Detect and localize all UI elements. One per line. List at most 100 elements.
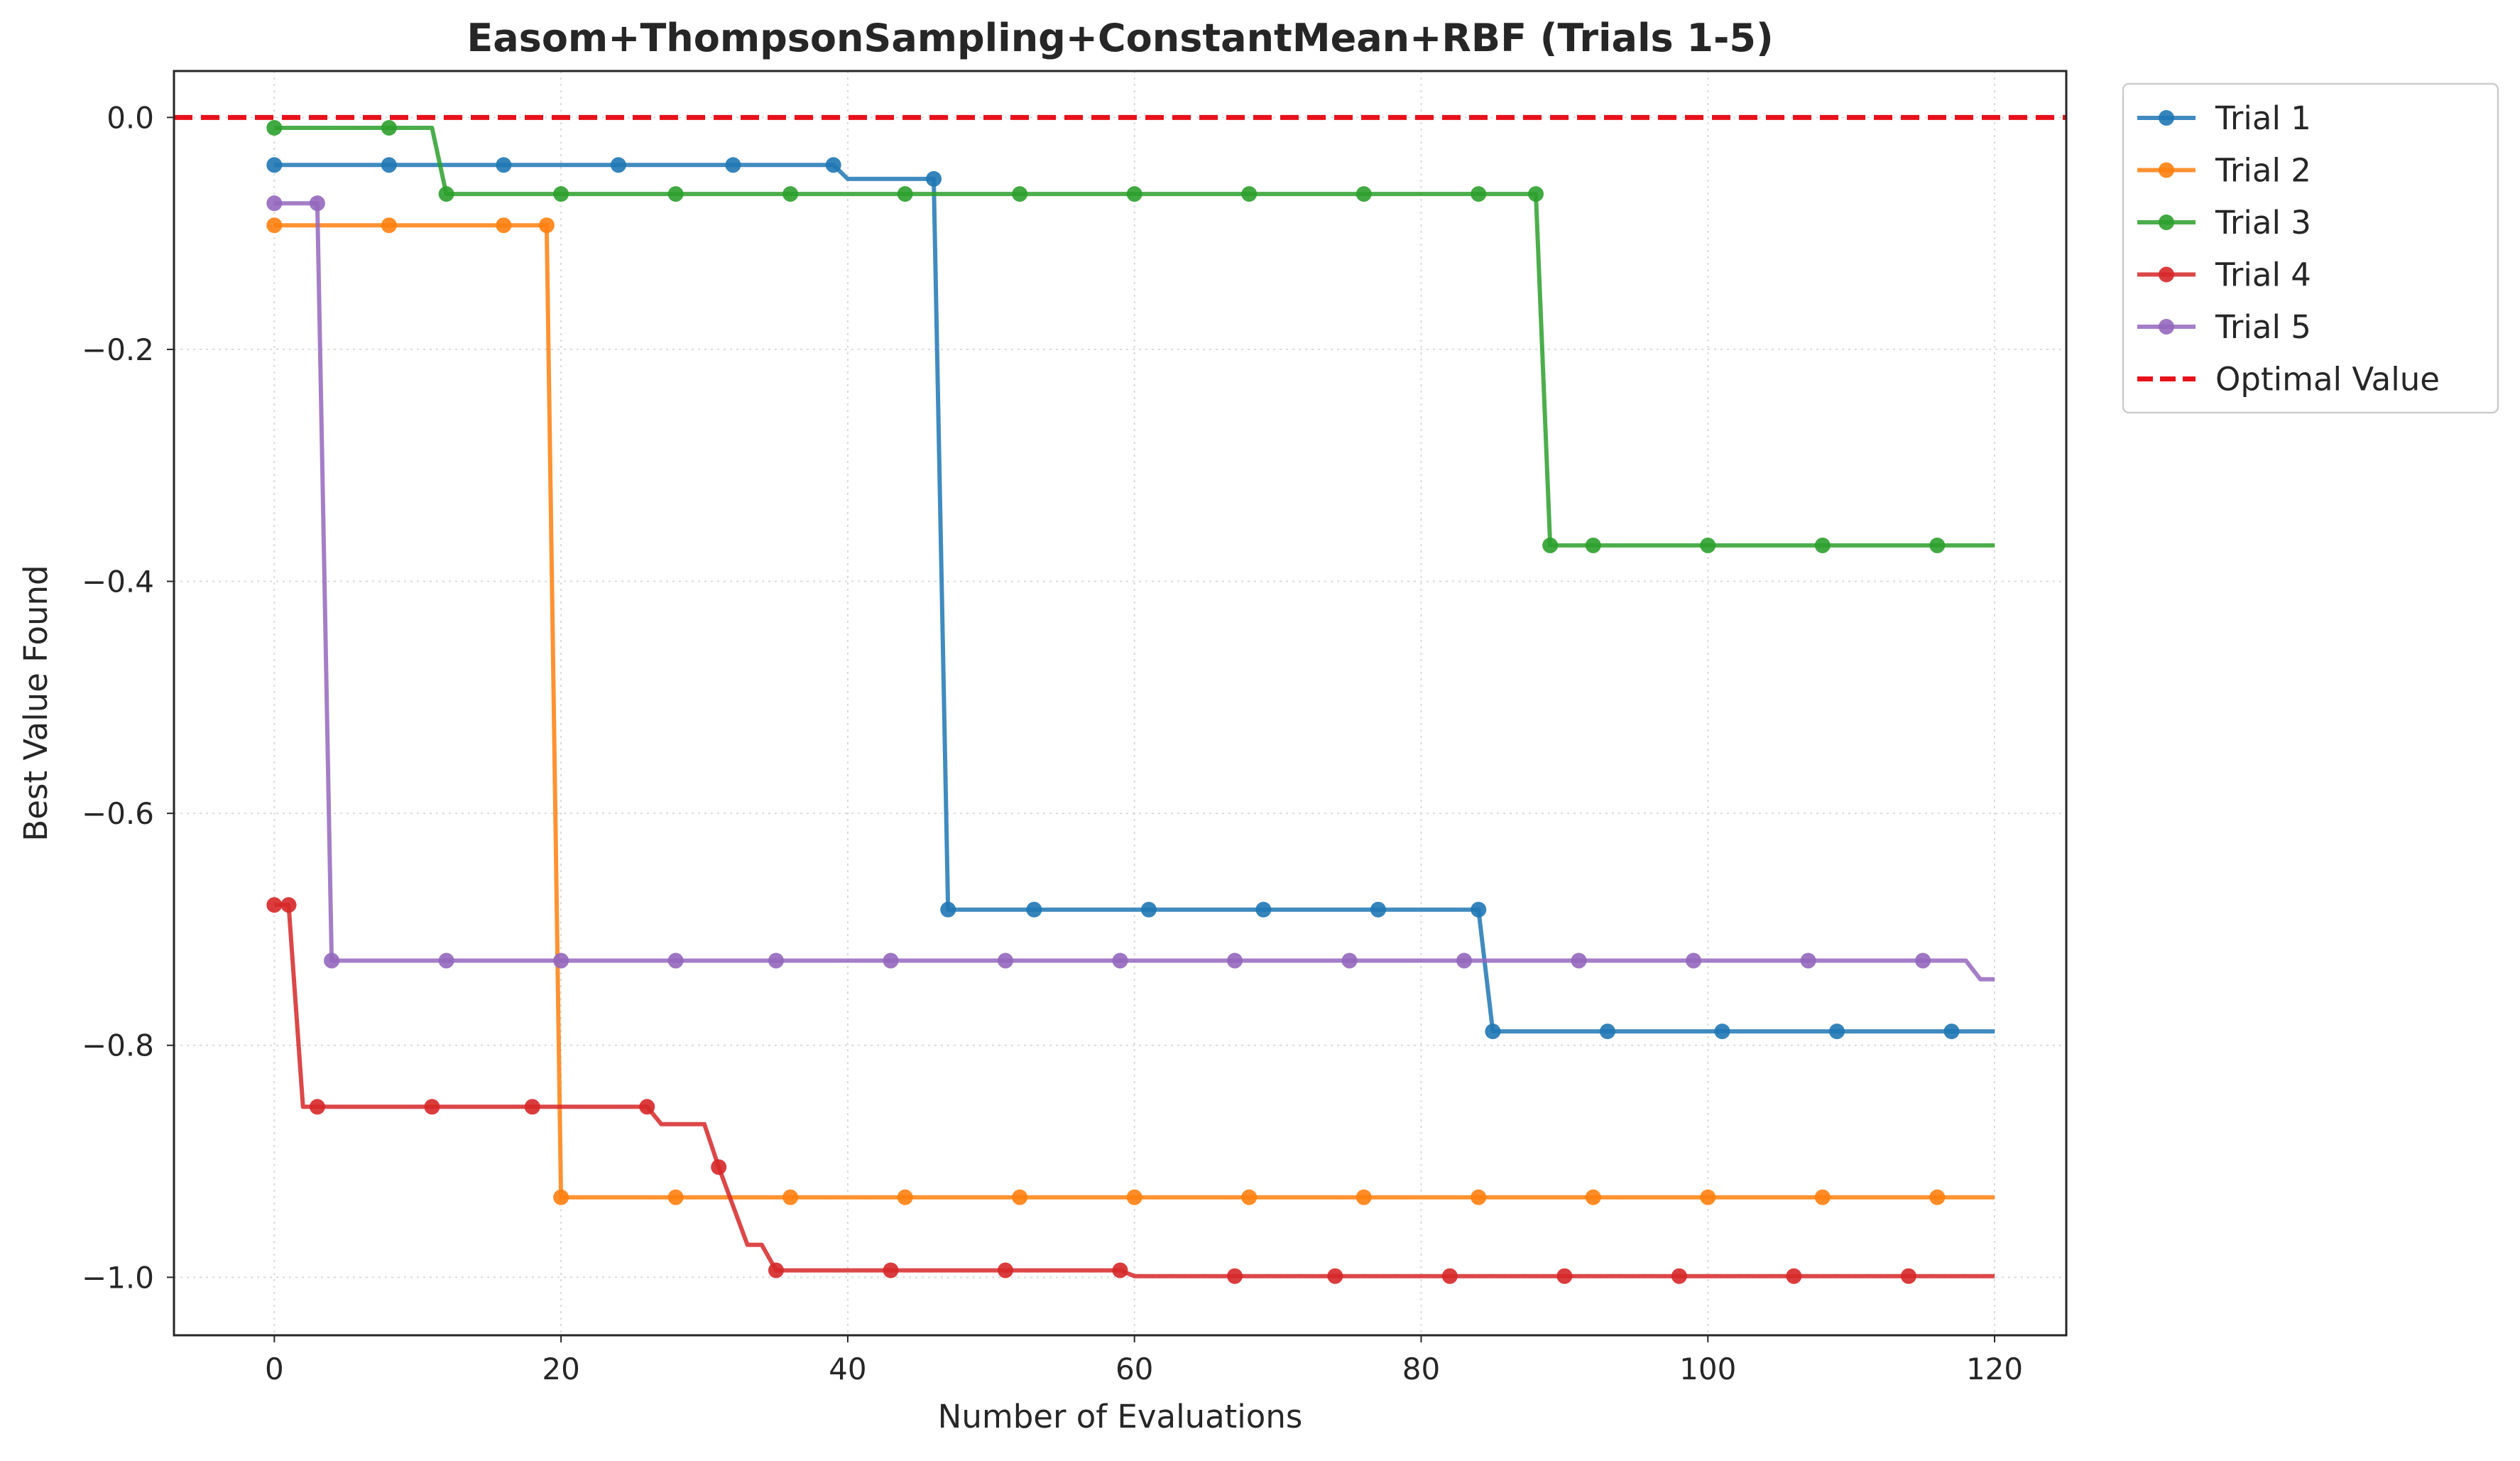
data-point xyxy=(1800,952,1816,969)
series-4 xyxy=(266,897,1995,1284)
data-point xyxy=(1241,1189,1258,1205)
legend-marker xyxy=(2159,319,2174,335)
series-1 xyxy=(266,157,1995,1040)
legend-label: Trial 2 xyxy=(2215,152,2311,190)
data-point xyxy=(1527,186,1544,202)
data-point xyxy=(1686,952,1702,969)
data-point xyxy=(1828,1023,1845,1040)
data-point xyxy=(524,1099,540,1115)
y-tick-label: −0.4 xyxy=(82,565,154,599)
data-point xyxy=(1814,537,1831,553)
legend-marker xyxy=(2159,110,2174,126)
data-point xyxy=(825,157,841,173)
data-point xyxy=(309,1099,325,1115)
grid xyxy=(174,71,2066,1335)
series-2 xyxy=(266,217,1995,1205)
legend-label: Optimal Value xyxy=(2215,361,2440,398)
data-point xyxy=(424,1099,440,1115)
data-point xyxy=(725,157,741,173)
data-point xyxy=(266,217,283,234)
data-point xyxy=(538,217,555,234)
y-tick-label: 0.0 xyxy=(107,100,154,135)
data-point xyxy=(1471,1189,1487,1205)
legend-label: Trial 5 xyxy=(2215,308,2311,346)
data-point xyxy=(711,1159,727,1175)
data-point xyxy=(1599,1023,1615,1040)
data-point xyxy=(1585,537,1601,553)
data-point xyxy=(381,157,397,173)
x-tick-label: 40 xyxy=(829,1352,866,1386)
data-point xyxy=(1471,186,1487,202)
y-tick-label: −0.8 xyxy=(82,1028,154,1063)
data-point xyxy=(782,1189,799,1205)
data-point xyxy=(1026,901,1042,918)
data-point xyxy=(1915,952,1931,969)
legend-marker xyxy=(2159,266,2174,283)
data-point xyxy=(496,217,512,234)
data-point xyxy=(1585,1189,1601,1205)
data-point xyxy=(1227,1268,1243,1284)
x-tick-label: 0 xyxy=(265,1352,284,1386)
data-point xyxy=(639,1099,655,1115)
data-point xyxy=(1341,952,1358,969)
data-point xyxy=(1441,1268,1458,1284)
legend-item: Trial 4 xyxy=(2137,256,2311,294)
data-point xyxy=(768,952,784,969)
data-point xyxy=(1700,537,1716,553)
data-point xyxy=(1571,952,1587,969)
data-point xyxy=(768,1262,784,1278)
x-tick-label: 100 xyxy=(1679,1352,1736,1386)
plot-frame xyxy=(173,70,2068,1337)
data-point xyxy=(280,897,297,913)
y-tick-label: −0.2 xyxy=(82,332,154,367)
data-point xyxy=(1943,1023,1960,1040)
legend-item: Trial 5 xyxy=(2137,308,2311,346)
series-5 xyxy=(266,195,1995,982)
data-point xyxy=(553,186,569,202)
data-point xyxy=(1542,537,1559,553)
legend-label: Trial 1 xyxy=(2215,99,2311,137)
data-point xyxy=(1671,1268,1687,1284)
data-point xyxy=(1112,1262,1128,1278)
data-point xyxy=(897,186,913,202)
legend-marker xyxy=(2159,214,2174,230)
data-point xyxy=(782,186,799,202)
series-line xyxy=(274,223,1995,1200)
data-point xyxy=(1814,1189,1831,1205)
series-line xyxy=(274,126,1995,548)
data-point xyxy=(1786,1268,1802,1284)
data-point xyxy=(1255,901,1272,918)
data-point xyxy=(667,1189,684,1205)
data-point xyxy=(553,1189,569,1205)
data-point xyxy=(883,952,899,969)
data-point xyxy=(1112,952,1128,969)
legend-marker xyxy=(2159,162,2174,178)
data-point xyxy=(1556,1268,1573,1284)
legend-label: Trial 4 xyxy=(2215,256,2311,294)
data-point xyxy=(667,952,684,969)
x-tick-label: 80 xyxy=(1402,1352,1440,1386)
data-point xyxy=(1370,901,1386,918)
data-point xyxy=(496,157,512,173)
data-point xyxy=(1356,186,1372,202)
data-point xyxy=(1700,1189,1716,1205)
data-point xyxy=(438,186,454,202)
data-point xyxy=(266,157,283,173)
data-point xyxy=(667,186,684,202)
data-point xyxy=(940,901,956,918)
data-point xyxy=(883,1262,899,1278)
x-axis-label: Number of Evaluations xyxy=(938,1398,1303,1435)
data-point xyxy=(1929,537,1946,553)
data-point xyxy=(381,217,397,234)
legend-item: Trial 3 xyxy=(2137,204,2311,241)
data-point xyxy=(1012,186,1028,202)
x-tick-label: 20 xyxy=(542,1352,579,1386)
legend-label: Trial 3 xyxy=(2215,204,2311,241)
data-point xyxy=(1456,952,1473,969)
data-point xyxy=(1126,186,1142,202)
data-point xyxy=(1714,1023,1730,1040)
data-point xyxy=(997,1262,1013,1278)
data-point xyxy=(1900,1268,1916,1284)
